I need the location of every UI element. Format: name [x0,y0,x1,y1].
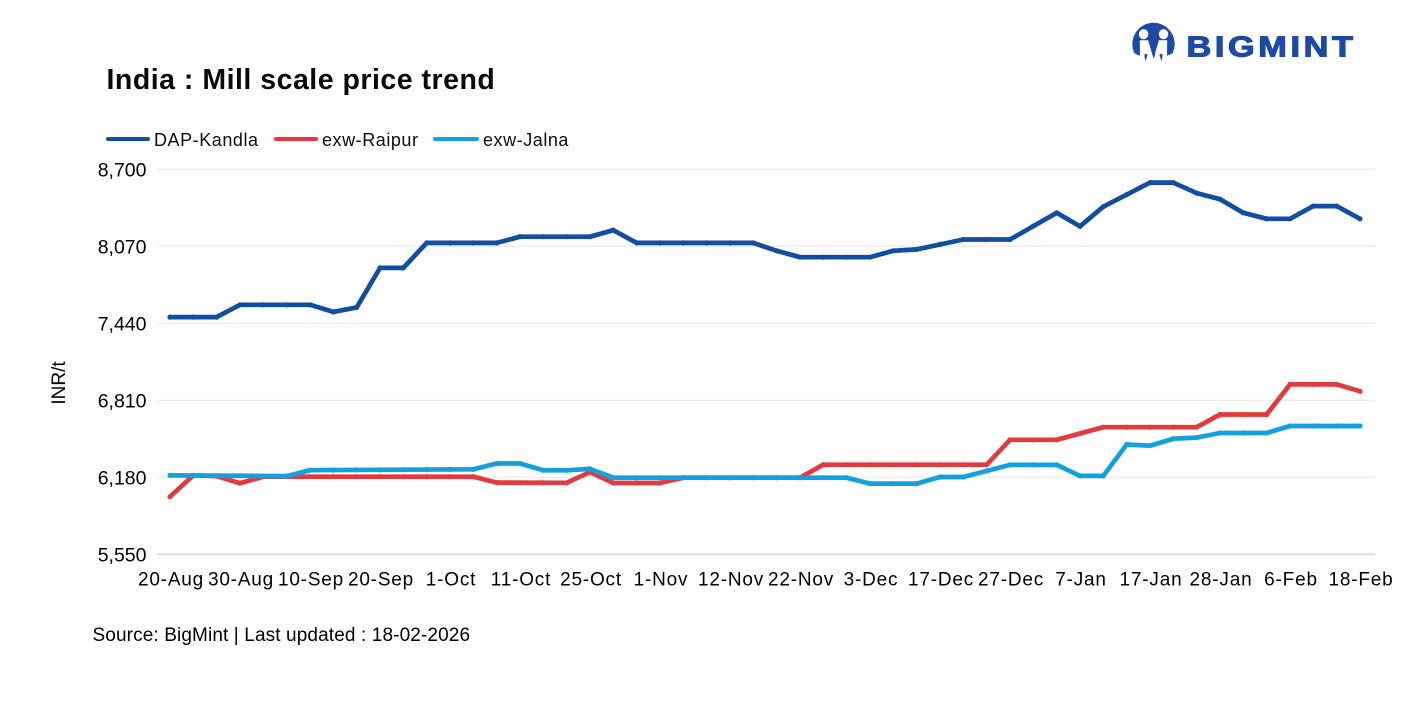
svg-text:20-Aug: 20-Aug [138,570,204,591]
svg-text:27-Dec: 27-Dec [978,570,1044,591]
svg-text:25-Oct: 25-Oct [560,570,622,591]
svg-text:22-Nov: 22-Nov [768,570,834,591]
svg-text:30-Aug: 30-Aug [208,570,274,591]
svg-text:17-Dec: 17-Dec [908,570,974,591]
svg-text:20-Sep: 20-Sep [348,570,414,591]
svg-text:17-Jan: 17-Jan [1120,570,1183,591]
svg-text:6,810: 6,810 [98,391,147,413]
svg-text:7-Jan: 7-Jan [1055,570,1107,591]
svg-text:1-Oct: 1-Oct [426,570,476,591]
svg-text:6,180: 6,180 [98,468,147,490]
svg-text:8,700: 8,700 [98,159,147,181]
svg-text:8,070: 8,070 [98,236,147,258]
svg-text:12-Nov: 12-Nov [698,570,764,591]
svg-text:11-Oct: 11-Oct [491,570,551,591]
svg-text:10-Sep: 10-Sep [278,570,344,591]
svg-text:6-Feb: 6-Feb [1264,570,1318,591]
svg-text:28-Jan: 28-Jan [1190,570,1253,591]
svg-text:5,550: 5,550 [98,545,147,567]
svg-text:INR/t: INR/t [49,361,70,405]
svg-text:1-Nov: 1-Nov [634,570,689,591]
svg-text:3-Dec: 3-Dec [844,570,899,591]
svg-text:18-Feb: 18-Feb [1328,570,1393,591]
svg-text:7,440: 7,440 [98,313,147,335]
svg-text:BIGMINT: BIGMINT [1187,31,1357,63]
